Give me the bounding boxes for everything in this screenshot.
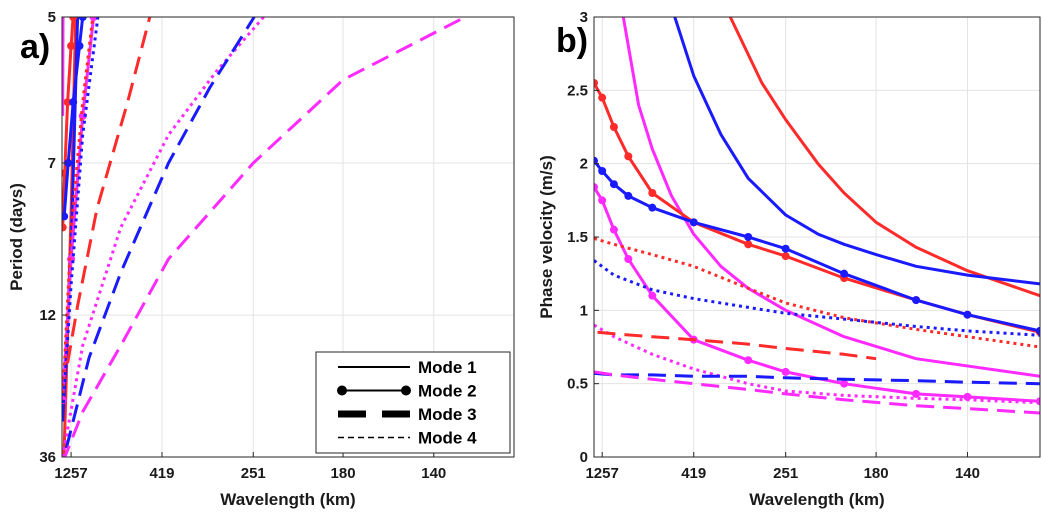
x-tick-label: 180 <box>331 465 356 482</box>
series-marker <box>594 156 598 165</box>
series-marker <box>648 291 657 300</box>
series-marker <box>648 203 657 212</box>
series-line-3 <box>594 82 1040 334</box>
series-line-9 <box>597 330 877 361</box>
x-axis-label: Wavelength (km) <box>220 490 355 509</box>
y-tick-label: 7 <box>48 155 56 172</box>
y-tick-label: 12 <box>39 307 56 324</box>
series-marker <box>598 93 607 102</box>
legend-box <box>315 351 511 454</box>
y-tick-label: 1.5 <box>567 229 588 246</box>
series-line-8 <box>594 323 1040 405</box>
series-marker <box>1036 326 1040 335</box>
x-tick-label: 140 <box>955 465 980 482</box>
series-marker <box>840 269 849 278</box>
series-marker <box>912 389 921 398</box>
series-marker <box>75 41 84 50</box>
series-marker <box>781 367 790 376</box>
series-marker <box>648 189 657 197</box>
series-marker <box>609 225 618 234</box>
series-marker <box>62 212 69 221</box>
series-line-11 <box>63 17 466 457</box>
series-line-5 <box>594 186 1040 403</box>
legend-marker <box>337 385 347 396</box>
legend-entry-label: Mode 2 <box>418 382 477 401</box>
x-tick-label: 140 <box>421 465 446 482</box>
series-marker <box>609 180 618 189</box>
series-marker <box>781 252 790 261</box>
series-line-5 <box>62 17 96 401</box>
legend-entry-label: Mode 4 <box>418 429 477 448</box>
legend-marker <box>401 385 411 396</box>
series-marker <box>67 41 76 50</box>
series-line-0 <box>728 17 1040 298</box>
series-line-9 <box>66 17 152 364</box>
series-line-7 <box>594 259 1040 337</box>
series-marker <box>63 98 72 107</box>
series-marker <box>963 310 972 319</box>
series-marker <box>598 167 607 175</box>
series-line-10 <box>594 371 1040 386</box>
x-tick-label: 251 <box>773 465 798 482</box>
y-tick-label: 2 <box>580 156 588 173</box>
legend: Mode 1 Mode 2 Mode 3 Mode 4 <box>315 351 511 454</box>
axes-frame <box>61 16 515 458</box>
series-marker <box>781 244 790 253</box>
series-marker <box>744 233 753 241</box>
series-marker <box>594 79 598 87</box>
series-marker <box>62 223 67 232</box>
series-marker <box>744 356 753 365</box>
series-marker <box>624 152 633 161</box>
x-tick-label: 251 <box>241 465 266 482</box>
series-line-2 <box>621 17 1040 378</box>
series-marker <box>78 17 87 21</box>
panel-label: b) <box>556 22 588 60</box>
y-tick-label: 1 <box>580 302 588 319</box>
panel-label: a) <box>20 28 50 66</box>
panel-b: 1257 419 251 180 140 0 0.5 1 1.5 2 2.5 3 Wavelength … <box>537 9 1041 509</box>
legend-entry-label: Mode 3 <box>418 405 477 424</box>
series-marker <box>64 158 73 167</box>
series-marker <box>912 296 921 305</box>
y-tick-label: 5 <box>48 9 56 26</box>
y-tick-label: 0 <box>580 449 588 466</box>
series-line-6 <box>594 237 1040 349</box>
series-marker <box>689 218 698 227</box>
legend-entry-label: Mode 1 <box>418 358 477 377</box>
series-marker <box>594 183 598 192</box>
series-marker <box>840 379 849 388</box>
series-line-1 <box>673 17 1040 286</box>
x-tick-label: 1257 <box>54 465 87 482</box>
y-tick-label: 2.5 <box>567 82 588 99</box>
series-marker <box>744 240 753 249</box>
x-tick-label: 419 <box>149 465 174 482</box>
series-marker <box>624 255 633 263</box>
x-tick-label: 1257 <box>585 465 618 482</box>
series-marker <box>89 17 98 21</box>
y-tick-label: 36 <box>39 449 56 466</box>
y-axis-label: Phase velocity (m/s) <box>537 155 556 318</box>
series-line-10 <box>64 17 256 449</box>
y-tick-label: 3 <box>580 9 588 26</box>
x-tick-label: 419 <box>681 465 706 482</box>
panel-a: 1257 419 251 180 140 5 7 12 36 Wavelength (km) Per… <box>7 9 515 509</box>
series-line-8 <box>62 17 265 457</box>
series-marker <box>69 17 78 21</box>
y-axis-label: Period (days) <box>7 183 26 291</box>
y-tick-label: 0.5 <box>567 376 588 393</box>
series-line-11 <box>594 370 1040 415</box>
x-axis-label: Wavelength (km) <box>749 490 884 509</box>
series-marker <box>598 196 607 205</box>
x-tick-label: 180 <box>864 465 889 482</box>
series-marker <box>69 98 78 107</box>
series-marker <box>624 191 633 200</box>
series-marker <box>609 123 618 131</box>
